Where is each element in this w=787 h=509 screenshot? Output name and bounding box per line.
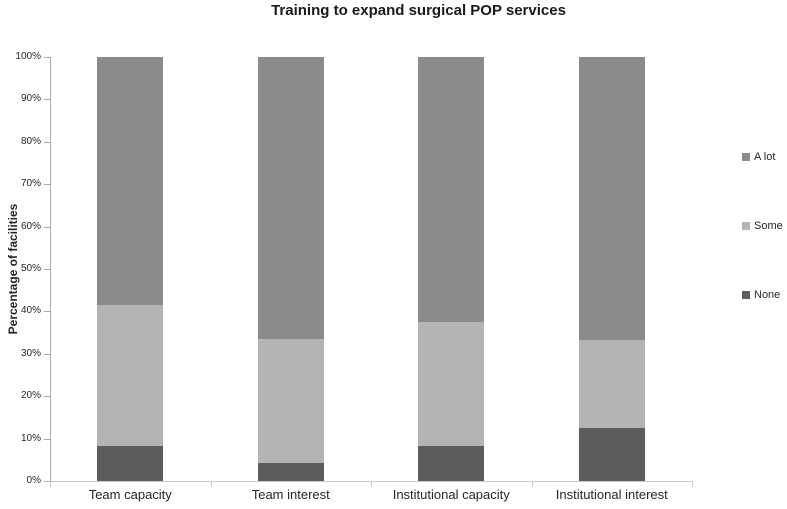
bar-segment-none <box>257 463 324 481</box>
bar-segment-a-lot <box>257 56 324 340</box>
y-tick-mark <box>44 481 50 482</box>
legend-label: Some <box>754 220 783 232</box>
y-tick-label: 50% <box>20 263 41 274</box>
x-tick-mark <box>531 482 533 487</box>
y-tick-mark <box>44 269 50 270</box>
y-tick-label: 10% <box>20 432 41 444</box>
y-axis-line <box>50 57 51 481</box>
x-category-label: Team capacity <box>88 487 172 502</box>
x-axis-line <box>50 481 693 482</box>
y-tick-mark <box>44 226 50 228</box>
y-tick-mark <box>44 57 50 58</box>
y-tick-label: 60% <box>20 220 41 232</box>
bar-segment-none <box>418 445 485 481</box>
bar-segment-some <box>97 304 164 446</box>
y-tick-label: 40% <box>20 305 41 317</box>
y-tick-label: 70% <box>20 178 41 190</box>
legend-label: None <box>754 289 781 301</box>
y-tick-mark <box>44 141 50 143</box>
y-tick-label: 90% <box>20 93 41 105</box>
x-tick-mark <box>50 482 51 487</box>
x-tick-mark <box>210 482 212 487</box>
bar-segment-some <box>418 322 485 446</box>
y-tick-mark <box>44 353 50 355</box>
y-tick-label: 20% <box>20 390 41 402</box>
bar-segment-none <box>578 428 645 481</box>
y-tick-mark <box>44 396 50 398</box>
y-tick-mark <box>44 438 50 440</box>
legend-label: A lot <box>754 151 776 163</box>
bar-segment-a-lot <box>97 57 164 305</box>
bar-segment-a-lot <box>578 57 645 340</box>
bar-segment-a-lot <box>418 57 485 322</box>
bar-segment-some <box>578 339 645 428</box>
chart-title: Training to expand surgical POP services <box>271 2 566 19</box>
x-category-label: Team interest <box>251 487 330 502</box>
y-tick-label: 0% <box>26 475 41 486</box>
legend-swatch-a-lot <box>742 153 750 161</box>
x-category-label: Institutional interest <box>555 487 668 502</box>
y-tick-label: 100% <box>15 51 41 62</box>
y-tick-label: 30% <box>20 347 41 359</box>
x-tick-mark <box>692 482 693 487</box>
y-tick-label: 80% <box>20 135 41 147</box>
bar-segment-none <box>97 445 164 481</box>
y-tick-mark <box>44 99 50 101</box>
x-category-label: Institutional capacity <box>392 487 510 502</box>
legend-swatch-some <box>742 222 750 230</box>
legend-swatch-none <box>742 291 750 299</box>
y-tick-mark <box>44 311 50 313</box>
x-tick-mark <box>371 482 372 487</box>
bar-segment-some <box>257 339 324 464</box>
y-tick-mark <box>44 184 50 186</box>
